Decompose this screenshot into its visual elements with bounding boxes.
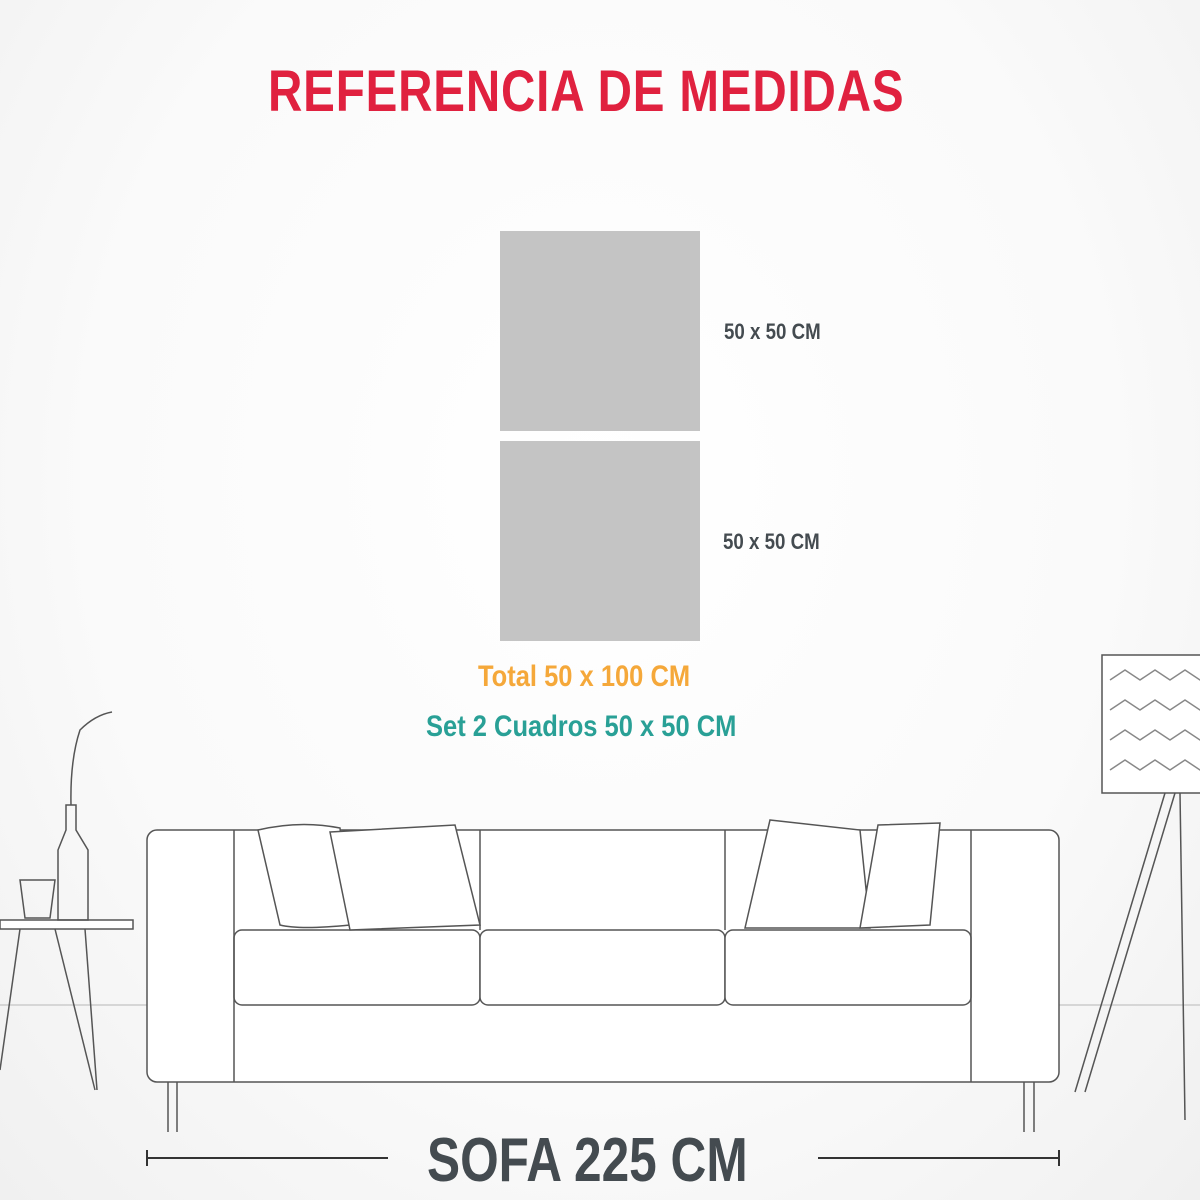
sofa-width-label: SOFA 225 CM bbox=[427, 1126, 748, 1195]
panel-bottom bbox=[500, 441, 700, 641]
floor-lamp bbox=[1074, 654, 1200, 1121]
sofa-dimension-line bbox=[146, 1150, 1060, 1166]
panel-top bbox=[500, 231, 700, 431]
cushions bbox=[257, 819, 941, 931]
panel-bottom-size: 50 x 50 CM bbox=[723, 529, 820, 554]
page-title: REFERENCIA DE MEDIDAS bbox=[268, 59, 905, 124]
total-size: Total 50 x 100 CM bbox=[478, 660, 691, 693]
side-table bbox=[0, 711, 134, 1091]
set-description: Set 2 Cuadros 50 x 50 CM bbox=[426, 710, 737, 743]
panel-top-size: 50 x 50 CM bbox=[724, 319, 821, 344]
